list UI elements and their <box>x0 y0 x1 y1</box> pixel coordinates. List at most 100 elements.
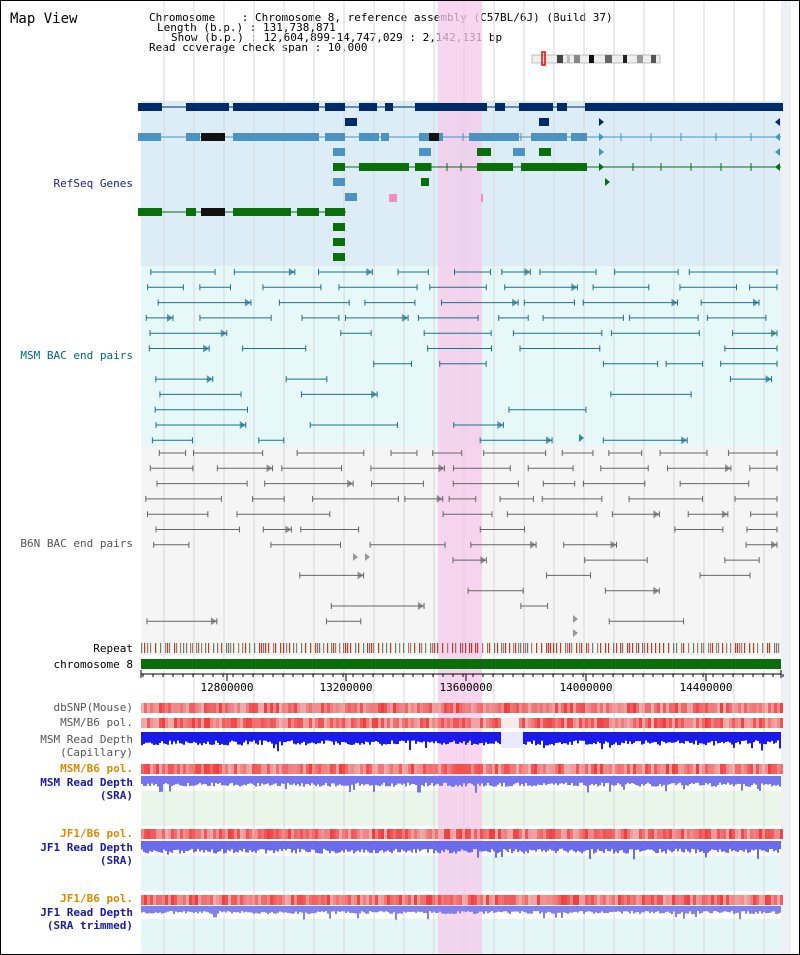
depth-bar <box>609 906 611 913</box>
depth-bar <box>663 776 665 785</box>
repeat-mark <box>167 643 169 653</box>
track-label-repeat[interactable]: Repeat <box>93 642 133 655</box>
msm-bac-pair-arrow <box>681 436 688 445</box>
heatmap-cell <box>351 764 354 774</box>
msm-bac-pair-arrow <box>765 375 772 384</box>
heatmap-cell <box>486 764 489 774</box>
track-label-msm-depth-sra[interactable]: MSM Read Depth <box>40 776 133 789</box>
heatmap-cell <box>564 895 567 905</box>
depth-bar <box>255 776 257 787</box>
repeat-mark <box>273 643 275 653</box>
depth-bar <box>319 776 321 787</box>
depth-bar <box>437 906 439 913</box>
track-label-msm-b6-pol-2[interactable]: MSM/B6 pol. <box>60 762 133 775</box>
depth-bar <box>589 776 591 786</box>
heatmap-cell <box>420 895 423 905</box>
depth-bar <box>325 841 327 851</box>
depth-bar <box>325 906 327 912</box>
heatmap-cell <box>771 829 774 839</box>
track-label-chromosome[interactable]: chromosome 8 <box>53 658 133 671</box>
depth-bar <box>185 906 187 914</box>
depth-bar <box>685 776 687 786</box>
heatmap-cell <box>711 895 714 905</box>
depth-bar <box>747 906 749 912</box>
heatmap-cell <box>453 829 456 839</box>
depth-bar <box>211 776 213 783</box>
repeat-mark <box>722 643 724 653</box>
depth-bar <box>323 841 325 849</box>
track-label-b6n-bac[interactable]: B6N BAC end pairs <box>20 537 133 550</box>
track-label-jf1-depth-sra[interactable]: JF1 Read Depth <box>40 841 133 854</box>
depth-bar <box>421 732 423 743</box>
depth-bar <box>447 732 449 744</box>
depth-bar <box>579 776 581 783</box>
depth-bar <box>195 776 197 786</box>
track-label-jf1-depth-trimmed[interactable]: JF1 Read Depth <box>40 906 133 919</box>
heatmap-cell <box>525 829 528 839</box>
heatmap-cell <box>717 703 720 713</box>
repeat-mark <box>588 643 590 653</box>
highlight-region[interactable] <box>438 1 482 954</box>
repeat-mark <box>160 643 162 653</box>
track-label-msm-depth-capillary[interactable]: MSM Read Depth <box>40 733 133 746</box>
heatmap-cell <box>288 703 291 713</box>
chromosome-band <box>141 659 781 669</box>
repeat-mark <box>205 643 207 653</box>
b6n-bac-pair-arrow <box>266 464 273 473</box>
heatmap-cell <box>342 764 345 774</box>
heatmap-cell <box>654 764 657 774</box>
heatmap-cell <box>276 718 279 728</box>
depth-bar <box>237 841 239 853</box>
track-label-msm-bac[interactable]: MSM BAC end pairs <box>20 349 133 362</box>
heatmap-cell <box>399 829 402 839</box>
depth-bar <box>539 841 541 850</box>
depth-bar <box>471 776 473 785</box>
depth-bar <box>255 906 257 913</box>
heatmap-cell <box>696 718 699 728</box>
heatmap-cell <box>624 829 627 839</box>
heatmap-cell <box>255 829 258 839</box>
depth-bar <box>607 906 609 914</box>
heatmap-cell <box>666 895 669 905</box>
depth-bar <box>227 776 229 786</box>
depth-bar <box>777 841 779 853</box>
heatmap-cell <box>258 895 261 905</box>
depth-bar <box>365 841 367 850</box>
heatmap-cell <box>186 764 189 774</box>
depth-bar <box>591 841 593 850</box>
gene-exon <box>325 133 345 141</box>
depth-bar <box>639 906 641 915</box>
track-label-msm-b6-pol[interactable]: MSM/B6 pol. <box>60 716 133 729</box>
track-label-jf1-b6-pol-2[interactable]: JF1/B6 pol. <box>60 892 133 905</box>
depth-bar <box>259 732 261 741</box>
depth-bar <box>163 906 165 913</box>
repeat-mark <box>560 643 562 653</box>
repeat-mark <box>527 643 529 653</box>
depth-bar <box>745 906 747 914</box>
chromosome-ideogram[interactable] <box>531 51 661 66</box>
b6n-bac-pair-arrow <box>480 556 487 565</box>
depth-bar <box>705 841 707 858</box>
track-label-jf1-b6-pol[interactable]: JF1/B6 pol. <box>60 827 133 840</box>
repeat-mark <box>275 643 277 653</box>
depth-bar <box>319 732 321 744</box>
track-label-refseq[interactable]: RefSeq Genes <box>53 177 133 190</box>
depth-bar <box>251 841 253 852</box>
depth-bar <box>627 841 629 854</box>
heatmap-cell <box>291 703 294 713</box>
depth-bar <box>575 906 577 912</box>
heatmap-cell <box>285 703 288 713</box>
depth-bar <box>183 776 185 787</box>
heatmap-cell <box>264 718 267 728</box>
heatmap-cell <box>261 703 264 713</box>
heatmap-cell <box>399 764 402 774</box>
depth-bar <box>431 906 433 913</box>
depth-bar <box>773 776 775 786</box>
depth-bar <box>333 906 335 912</box>
track-label-dbsnp[interactable]: dbSNP(Mouse) <box>53 701 133 714</box>
heatmap-cell <box>654 829 657 839</box>
heatmap-cell <box>417 895 420 905</box>
heatmap-cell <box>534 703 537 713</box>
depth-bar <box>381 776 383 785</box>
